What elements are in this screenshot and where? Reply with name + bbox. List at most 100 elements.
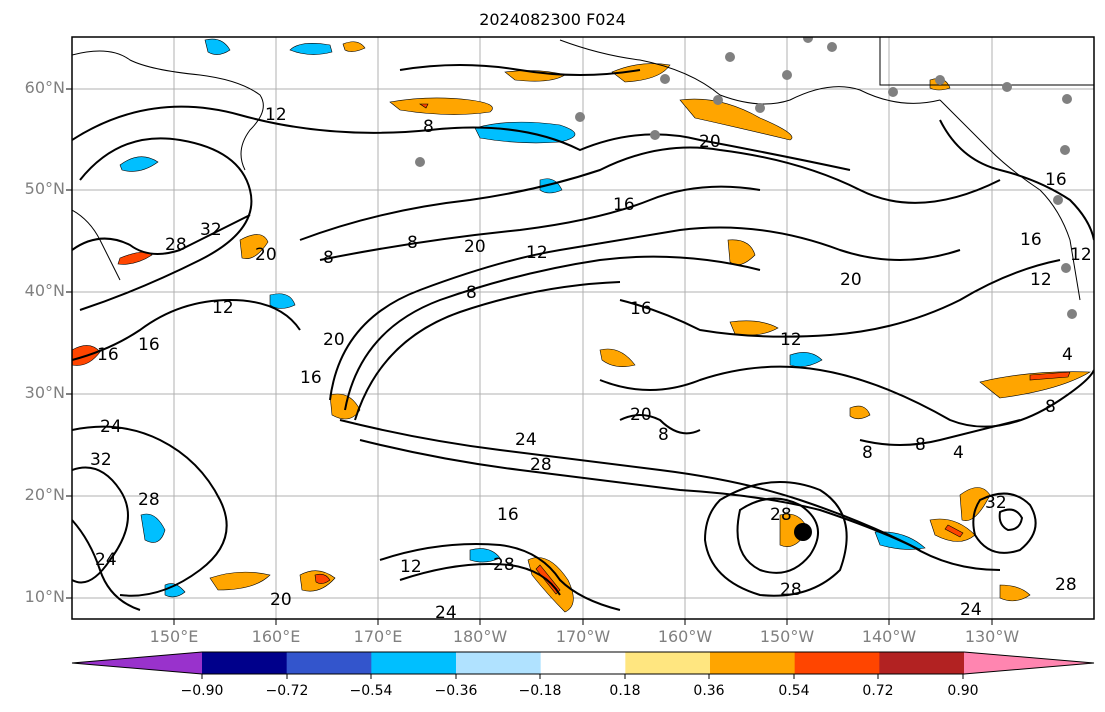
positive-strong-patch <box>117 251 153 265</box>
contour-label: 12 <box>1030 270 1052 290</box>
contour-line <box>299 146 1001 241</box>
contour-line <box>354 281 621 421</box>
lon-label-150e: 150°E <box>149 627 199 646</box>
contour-label: 28 <box>770 505 792 525</box>
lat-label-40n: 40°N <box>24 281 65 300</box>
positive-strong-patch <box>944 524 964 538</box>
contour-label: 20 <box>255 245 277 265</box>
map-title: 2024082300 F024 <box>479 10 626 29</box>
positive-patch <box>209 571 271 591</box>
negative-patch <box>469 548 501 563</box>
station-markers <box>415 37 1077 319</box>
lon-label-150w: 150°W <box>759 627 815 646</box>
contour-label: 24 <box>960 600 982 620</box>
positive-patch <box>389 97 493 115</box>
storm-center-marker <box>794 523 812 541</box>
contour-label: 20 <box>464 237 486 257</box>
contour-label: 28 <box>530 455 552 475</box>
colorbar-bin <box>710 652 796 674</box>
contour-label: 24 <box>515 430 537 450</box>
axis-ticks <box>66 88 993 625</box>
lat-label-30n: 30°N <box>24 383 65 402</box>
negative-patch <box>140 513 166 543</box>
contour-label: 16 <box>1020 230 1042 250</box>
contour-line <box>703 481 848 597</box>
positive-patch <box>849 405 871 420</box>
contour-line <box>344 255 761 411</box>
positive-strong-patch <box>314 573 331 584</box>
contour-label: 8 <box>1045 397 1056 417</box>
contour-label: 16 <box>630 299 652 319</box>
colorbar-tick-label: 0.72 <box>862 683 894 699</box>
colorbar-bin <box>202 652 288 674</box>
contour-line <box>359 439 921 551</box>
contour-label: 16 <box>300 368 322 388</box>
station-dot <box>1067 309 1077 319</box>
contour-label: 28 <box>1055 575 1077 595</box>
contour-label: 4 <box>1062 345 1073 365</box>
positive-strong-patch <box>1029 371 1071 381</box>
colorbar-tick-label: 0.90 <box>947 683 979 699</box>
contour-line <box>72 298 301 361</box>
lon-label-160w: 160°W <box>657 627 713 646</box>
station-dot <box>1060 145 1070 155</box>
station-dot <box>575 112 585 122</box>
positive-patch <box>999 584 1031 602</box>
contour-label: 20 <box>270 590 292 610</box>
contour-line <box>319 185 761 261</box>
lon-label-170w: 170°W <box>555 627 611 646</box>
lat-label-60n: 60°N <box>24 78 65 97</box>
colorbar-bin <box>625 652 711 674</box>
contour-label: 28 <box>165 235 187 255</box>
station-dot <box>713 95 723 105</box>
lon-label-180w: 180°W <box>452 627 508 646</box>
positive-patch <box>342 41 366 52</box>
colorbar-tick-label: 0.36 <box>693 683 725 699</box>
contour-label: 28 <box>138 490 160 510</box>
coast-kamchatka <box>72 50 264 171</box>
colorbar-bin <box>371 652 457 674</box>
station-dot <box>803 37 813 43</box>
station-dot <box>1053 195 1063 205</box>
contour-label: 16 <box>138 335 160 355</box>
contour-label: 32 <box>985 493 1007 513</box>
contour-label: 8 <box>423 117 434 137</box>
contour-line <box>79 137 253 311</box>
contour-line <box>619 259 1061 338</box>
contour-label: 20 <box>630 405 652 425</box>
lon-label-140w: 140°W <box>861 627 917 646</box>
contour-line <box>399 563 561 596</box>
colorbar-ticks <box>201 674 964 679</box>
contour-label: 16 <box>497 505 519 525</box>
contour-label: 8 <box>407 233 418 253</box>
contour-label: 32 <box>200 220 222 240</box>
negative-patch <box>289 43 333 55</box>
contour-label: 8 <box>862 443 873 463</box>
lat-label-20n: 20°N <box>24 485 65 504</box>
colorbar-tick-label: −0.18 <box>518 683 562 699</box>
coast-north-america <box>939 99 1081 301</box>
contour-label: 8 <box>466 283 477 303</box>
station-dot <box>782 70 792 80</box>
colorbar-tick-label: −0.54 <box>349 683 393 699</box>
contour-label: 28 <box>493 555 515 575</box>
contour-label: 20 <box>323 330 345 350</box>
coast-alaska <box>559 39 941 105</box>
colorbar-bin <box>540 652 626 674</box>
station-dot <box>935 75 945 85</box>
contour-line <box>72 466 129 584</box>
contour-label: 8 <box>658 425 669 445</box>
lon-label-130w: 130°W <box>964 627 1020 646</box>
contour-label: 8 <box>915 435 926 455</box>
station-dot <box>827 42 837 52</box>
colorbar-tick-label: −0.36 <box>434 683 478 699</box>
colorbar-extend-min <box>72 652 202 674</box>
coast-kurils <box>72 209 121 281</box>
contour-line <box>399 64 641 76</box>
contour-label: 16 <box>613 195 635 215</box>
contour-label-layer: 12 8 20 16 8 20 12 8 16 20 12 28 32 16 1… <box>90 105 1092 620</box>
positive-patch <box>599 348 636 367</box>
positive-strong-patch <box>419 103 429 109</box>
